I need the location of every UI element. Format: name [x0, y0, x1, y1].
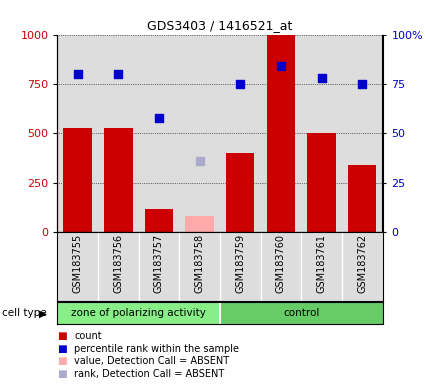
Text: GSM183762: GSM183762	[357, 234, 367, 293]
Bar	[266, 35, 295, 232]
Text: ▶: ▶	[39, 308, 46, 318]
Bar	[220, 302, 382, 324]
Text: GSM183756: GSM183756	[113, 234, 123, 293]
Point	[74, 71, 81, 77]
Point	[156, 114, 162, 121]
Point	[318, 75, 325, 81]
Text: ■: ■	[57, 344, 66, 354]
Bar	[307, 134, 336, 232]
Bar	[57, 302, 220, 324]
Point	[115, 71, 122, 77]
Bar	[57, 35, 98, 232]
Bar	[98, 35, 139, 232]
Bar	[342, 35, 383, 232]
Text: GSM183760: GSM183760	[276, 234, 286, 293]
Bar	[220, 232, 261, 301]
Text: GSM183761: GSM183761	[317, 234, 326, 293]
Bar	[261, 35, 301, 232]
Bar	[261, 232, 301, 301]
Bar	[57, 232, 98, 301]
Text: GSM183758: GSM183758	[195, 234, 204, 293]
Bar	[139, 232, 179, 301]
Text: GSM183759: GSM183759	[235, 234, 245, 293]
Bar	[185, 217, 214, 232]
Point	[278, 63, 284, 69]
Text: control: control	[283, 308, 320, 318]
Text: count: count	[74, 331, 102, 341]
Bar	[63, 127, 92, 232]
Text: value, Detection Call = ABSENT: value, Detection Call = ABSENT	[74, 356, 230, 366]
Point	[196, 158, 203, 164]
Text: ■: ■	[57, 369, 66, 379]
Point	[359, 81, 366, 87]
Title: GDS3403 / 1416521_at: GDS3403 / 1416521_at	[147, 19, 293, 32]
Point	[237, 81, 244, 87]
Bar	[220, 35, 261, 232]
Text: percentile rank within the sample: percentile rank within the sample	[74, 344, 239, 354]
Bar	[301, 232, 342, 301]
Bar	[179, 35, 220, 232]
Text: GSM183755: GSM183755	[73, 234, 83, 293]
Text: ■: ■	[57, 331, 66, 341]
Text: ■: ■	[57, 356, 66, 366]
Bar	[179, 232, 220, 301]
Bar	[139, 35, 179, 232]
Bar	[145, 209, 173, 232]
Text: cell type: cell type	[2, 308, 47, 318]
Text: zone of polarizing activity: zone of polarizing activity	[71, 308, 206, 318]
Text: GSM183757: GSM183757	[154, 234, 164, 293]
Bar	[104, 127, 133, 232]
Bar	[301, 35, 342, 232]
Bar	[342, 232, 383, 301]
Text: rank, Detection Call = ABSENT: rank, Detection Call = ABSENT	[74, 369, 225, 379]
Bar	[226, 153, 255, 232]
Bar	[98, 232, 139, 301]
Bar	[348, 165, 377, 232]
